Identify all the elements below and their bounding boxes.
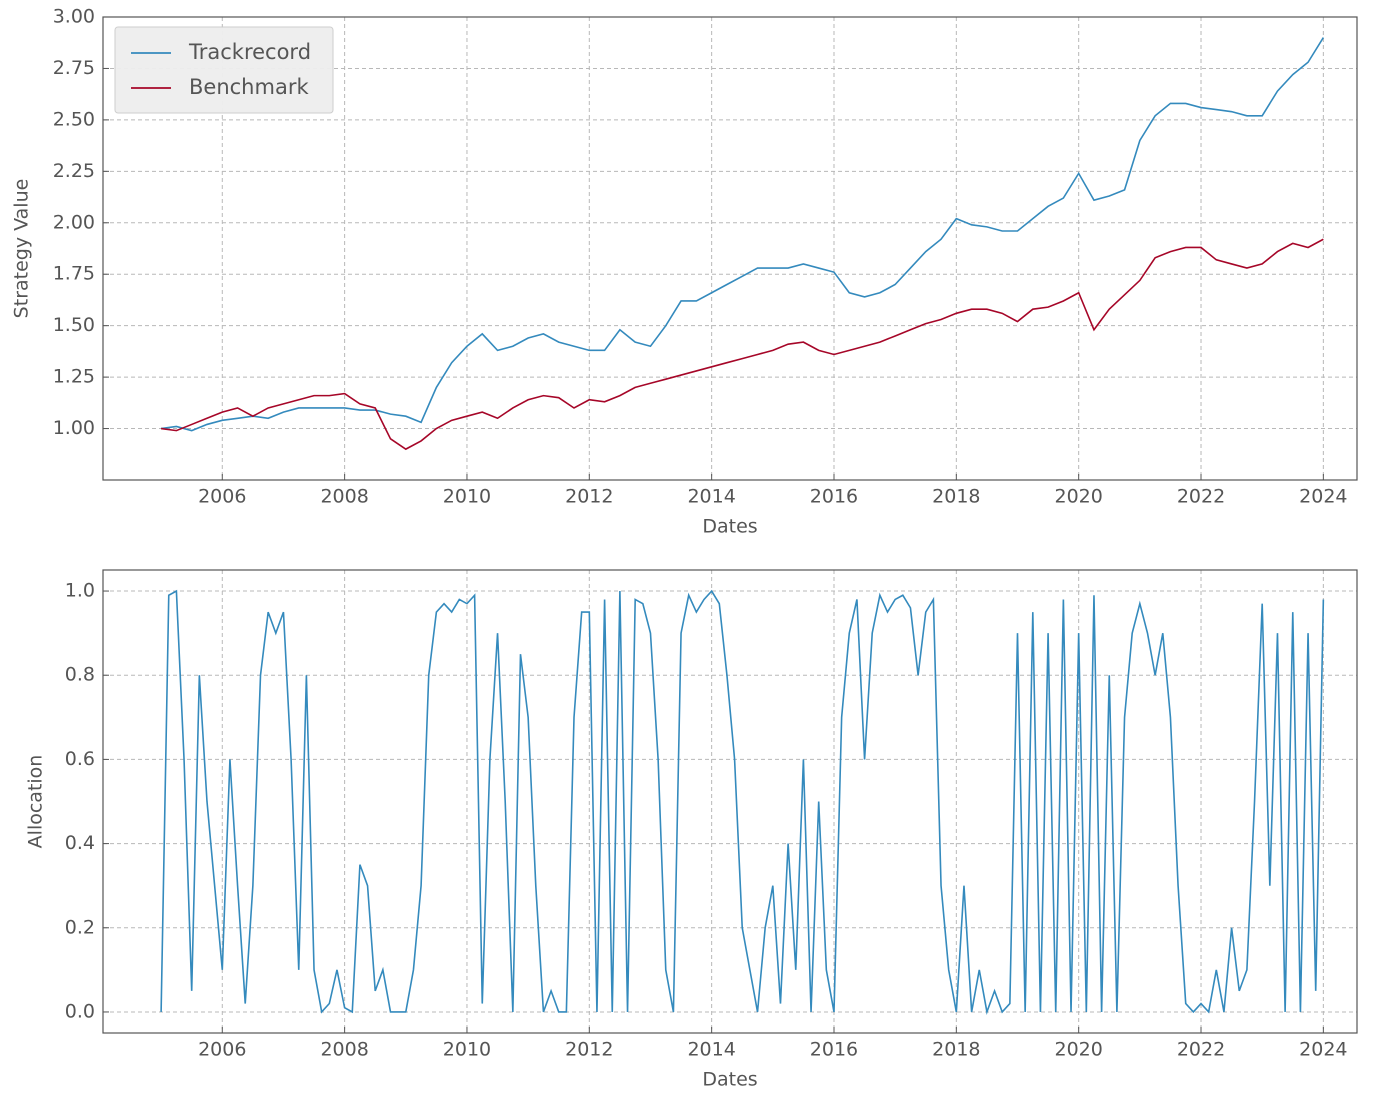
- x-tick-label: 2018: [932, 1039, 980, 1061]
- x-tick-label: 2012: [565, 1039, 613, 1061]
- y-tick-label: 0.8: [65, 664, 95, 686]
- x-tick-label: 2014: [687, 486, 735, 508]
- y-tick-label: 1.0: [65, 580, 95, 602]
- data-line: [160, 589, 1325, 1016]
- y-tick-label: 0.4: [65, 832, 95, 854]
- plot-area: [103, 570, 1357, 1033]
- x-tick-label: 2010: [443, 1039, 491, 1061]
- y-axis-label: Allocation: [25, 755, 47, 849]
- plot-frame: [102, 569, 1358, 1034]
- legend-label: Benchmark: [189, 75, 309, 99]
- x-tick-label: 2022: [1177, 486, 1225, 508]
- y-tick-label: 1.75: [53, 263, 95, 285]
- x-tick-label: 2024: [1299, 1039, 1347, 1061]
- x-tick-label: 2012: [565, 486, 613, 508]
- y-tick-label: 3.00: [53, 6, 95, 28]
- x-tick-label: 2022: [1177, 1039, 1225, 1061]
- y-tick-label: 2.75: [53, 57, 95, 79]
- data-line: [161, 37, 1325, 432]
- legend-label: Trackrecord: [188, 40, 311, 64]
- y-axis-label: Strategy Value: [11, 179, 33, 319]
- y-tick-label: 0.0: [65, 1000, 95, 1022]
- y-tick-label: 1.25: [53, 366, 95, 388]
- x-tick-label: 2020: [1054, 486, 1102, 508]
- y-tick-label: 2.00: [53, 211, 95, 233]
- x-tick-label: 2020: [1054, 1039, 1102, 1061]
- plot-frame: [102, 16, 1358, 481]
- x-axis-label: Dates: [702, 516, 757, 538]
- y-tick-label: 2.50: [53, 108, 95, 130]
- y-tick-label: 0.6: [65, 748, 95, 770]
- data-line: [161, 238, 1324, 451]
- y-tick-label: 0.2: [65, 916, 95, 938]
- x-tick-label: 2006: [198, 1039, 246, 1061]
- x-tick-label: 2010: [443, 486, 491, 508]
- legend-box: [114, 26, 334, 114]
- x-tick-label: 2014: [687, 1039, 735, 1061]
- x-tick-label: 2024: [1299, 486, 1347, 508]
- x-tick-label: 2018: [932, 486, 980, 508]
- x-tick-label: 2008: [320, 1039, 368, 1061]
- x-tick-label: 2008: [320, 486, 368, 508]
- y-tick-label: 1.00: [53, 417, 95, 439]
- x-tick-label: 2016: [810, 1039, 858, 1061]
- y-tick-label: 1.50: [53, 314, 95, 336]
- x-tick-label: 2016: [810, 486, 858, 508]
- y-tick-label: 2.25: [53, 160, 95, 182]
- x-tick-label: 2006: [198, 486, 246, 508]
- x-axis-label: Dates: [702, 1069, 757, 1091]
